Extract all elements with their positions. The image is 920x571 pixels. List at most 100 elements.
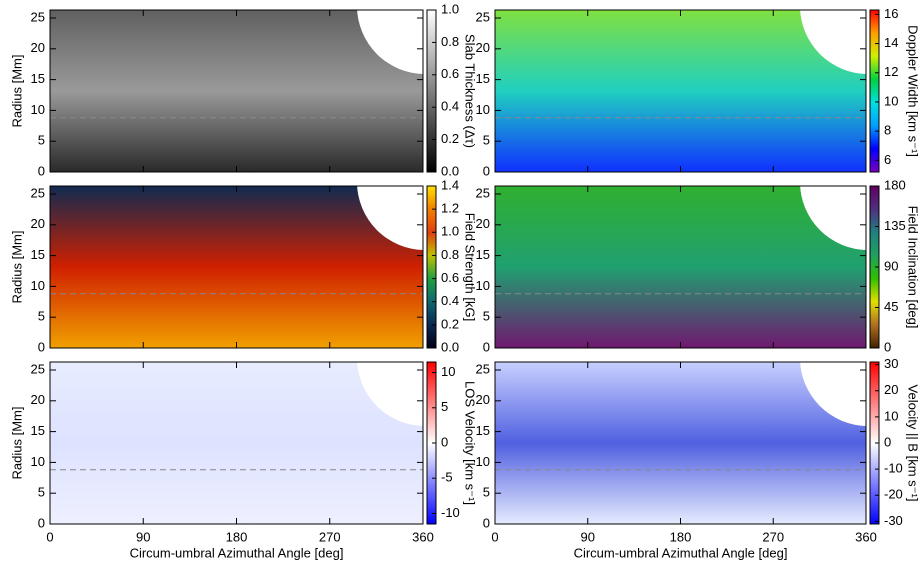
colorbar-tick-label: 90: [884, 258, 898, 273]
colorbar-tick-label: 8: [884, 123, 891, 138]
data-gap: [357, 362, 423, 426]
colorbar-tick-label: 5: [441, 399, 448, 414]
colorbar-tick-label: 10: [884, 93, 898, 108]
y-tick-label: 15: [31, 71, 45, 86]
colorbar-tick-label: 0.2: [441, 131, 459, 146]
y-axis-label: Radius [Mm]: [9, 231, 24, 304]
colorbar-tick-label: -10: [884, 461, 903, 476]
y-tick-label: 10: [31, 454, 45, 469]
colorbar-label: Velocity || B [km s⁻¹]: [906, 385, 920, 502]
y-tick-label: 25: [476, 185, 490, 200]
colorbar-label: Doppler Width [km s⁻¹]: [906, 25, 920, 157]
x-tick-label: 180: [670, 529, 692, 544]
colorbar-tick-label: 14: [884, 35, 898, 50]
colorbar-tick-label: 0.4: [441, 99, 459, 114]
colorbar-tick-label: 0: [441, 434, 448, 449]
panel-image: [495, 10, 866, 172]
colorbar-tick-label: 1.0: [441, 1, 459, 16]
colorbar-label: Field Inclination [deg]: [906, 206, 920, 329]
y-tick-label: 5: [483, 309, 490, 324]
colorbar-tick-label: 135: [884, 218, 906, 233]
colorbar-tick-label: 0.2: [441, 316, 459, 331]
y-tick-label: 25: [31, 361, 45, 376]
y-tick-label: 25: [31, 9, 45, 24]
x-tick-label: 90: [136, 529, 150, 544]
colorbar-tick-label: 10: [441, 364, 455, 379]
y-axis-label: Radius [Mm]: [9, 407, 24, 480]
y-tick-label: 20: [31, 392, 45, 407]
colorbar-tick-label: 0.0: [441, 163, 459, 178]
y-tick-label: 0: [38, 339, 45, 354]
colorbar-tick-label: 30: [884, 356, 898, 371]
x-tick-label: 270: [319, 529, 341, 544]
y-tick-label: 10: [476, 102, 490, 117]
y-tick-label: 5: [483, 485, 490, 500]
y-tick-label: 20: [31, 40, 45, 55]
colorbar-tick-label: 12: [884, 64, 898, 79]
y-tick-label: 25: [476, 9, 490, 24]
colorbar-tick-label: 16: [884, 6, 898, 21]
colorbar-tick-label: 0.6: [441, 66, 459, 81]
colorbar-tick-label: 0: [884, 339, 891, 354]
colorbar-tick-label: -20: [884, 487, 903, 502]
colorbar-tick-label: -10: [441, 505, 460, 520]
x-tick-label: 90: [581, 529, 595, 544]
y-tick-label: 15: [476, 423, 490, 438]
data-gap: [357, 186, 423, 250]
y-tick-label: 10: [31, 102, 45, 117]
y-tick-label: 10: [31, 278, 45, 293]
colorbar-tick-label: 180: [884, 177, 906, 192]
data-gap: [800, 362, 866, 426]
colorbar-tick-label: 0.4: [441, 293, 459, 308]
colorbar-label: Field Strength [kG]: [463, 213, 478, 321]
y-tick-label: 25: [476, 361, 490, 376]
x-axis-label: Circum-umbral Azimuthal Angle [deg]: [130, 545, 344, 560]
x-tick-label: 0: [491, 529, 498, 544]
panel-image: [495, 362, 866, 524]
y-axis-label: Radius [Mm]: [9, 55, 24, 128]
panel-image: [50, 10, 423, 172]
x-tick-label: 270: [762, 529, 784, 544]
data-gap: [357, 10, 423, 74]
colorbar-tick-label: 45: [884, 299, 898, 314]
x-tick-label: 0: [46, 529, 53, 544]
colorbar: [426, 9, 437, 173]
panel-image: [50, 362, 423, 524]
x-tick-label: 360: [855, 529, 877, 544]
y-tick-label: 25: [31, 185, 45, 200]
colorbar-tick-label: 10: [884, 408, 898, 423]
y-tick-label: 5: [38, 133, 45, 148]
colorbar-tick-label: 1.4: [441, 177, 459, 192]
data-gap: [800, 186, 866, 250]
colorbar-label: Slab Thickness (Δτ): [463, 34, 478, 148]
y-tick-label: 5: [38, 485, 45, 500]
panel-image: [50, 186, 423, 348]
y-tick-label: 0: [483, 515, 490, 530]
colorbar-label: LOS Velocity [km s⁻¹]: [463, 381, 478, 505]
y-tick-label: 0: [38, 515, 45, 530]
colorbar-tick-label: 0: [884, 434, 891, 449]
colorbar-tick-label: 1.2: [441, 201, 459, 216]
data-gap: [800, 10, 866, 74]
colorbar: [426, 185, 437, 349]
colorbar-tick-label: 0.0: [441, 339, 459, 354]
y-tick-label: 10: [476, 278, 490, 293]
colorbar-tick-label: 20: [884, 382, 898, 397]
panel-image: [495, 186, 866, 348]
y-tick-label: 15: [476, 71, 490, 86]
colorbar-tick-label: 1.0: [441, 224, 459, 239]
colorbar-tick-label: 0.8: [441, 247, 459, 262]
y-tick-label: 20: [476, 392, 490, 407]
y-tick-label: 15: [476, 247, 490, 262]
colorbar-tick-label: 6: [884, 152, 891, 167]
y-tick-label: 5: [38, 309, 45, 324]
y-tick-label: 20: [476, 40, 490, 55]
colorbar: [869, 9, 880, 173]
y-tick-label: 0: [483, 163, 490, 178]
x-tick-label: 360: [412, 529, 434, 544]
y-tick-label: 0: [483, 339, 490, 354]
colorbar-tick-label: -30: [884, 513, 903, 528]
x-axis-label: Circum-umbral Azimuthal Angle [deg]: [574, 545, 788, 560]
y-tick-label: 20: [31, 216, 45, 231]
